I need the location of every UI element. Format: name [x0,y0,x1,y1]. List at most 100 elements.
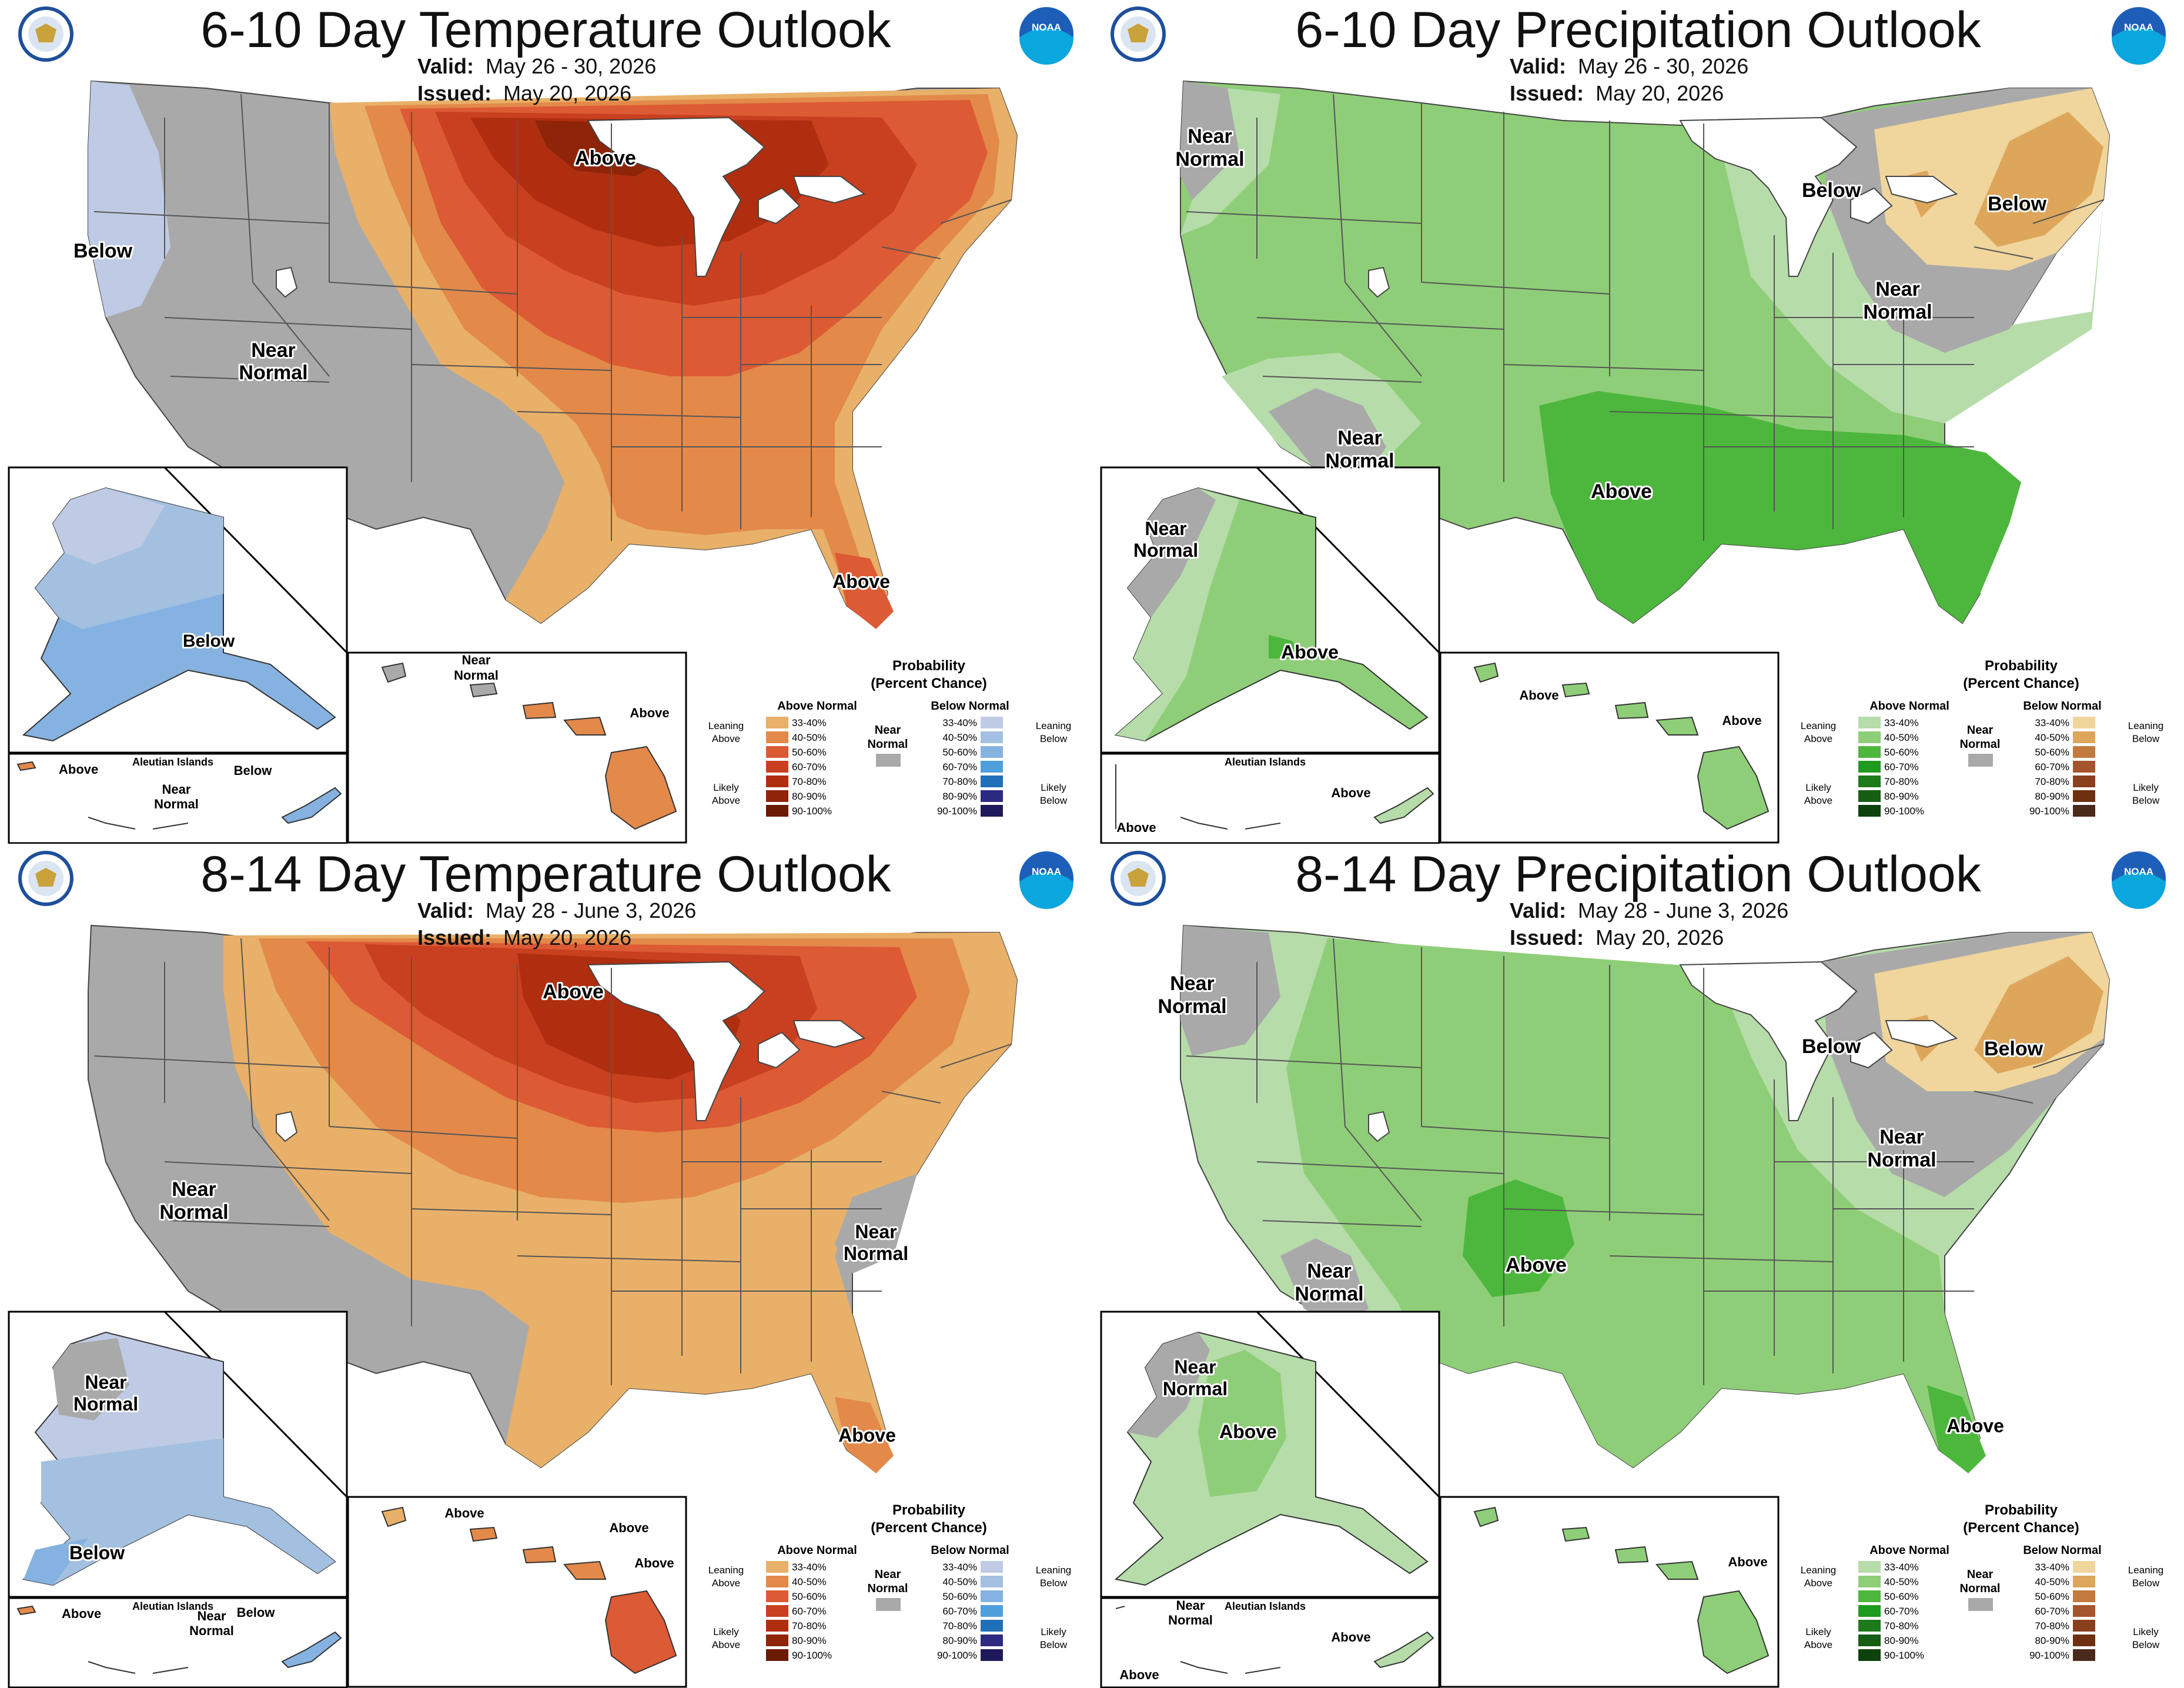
label-hi-above-2: Above [609,1520,648,1535]
label-near-normal-2: Normal [239,362,307,384]
legend-swatch-above [766,1634,788,1646]
legend-swatch-below [981,731,1003,743]
label-ak-near-1: Near [1174,1356,1216,1378]
legend-range-below: 70-80% [2035,1620,2069,1632]
great-lakes [587,961,866,1121]
svg-text:Below: Below [2132,1639,2160,1650]
legend-range-above: 40-50% [1884,1576,1919,1587]
svg-text:Below Normal: Below Normal [931,1544,1009,1557]
label-near-nw-2: Normal [1175,148,1244,171]
svg-text:Near: Near [875,1568,901,1581]
legend-swatch-below [981,1620,1003,1632]
near-normal-nw [1180,925,1280,1056]
legend-swatch-below [2073,1576,2095,1587]
label-ak-near-1: Near [85,1372,126,1393]
state-borders [1186,93,2104,541]
label-below: Below [73,240,133,262]
svg-text:Likely: Likely [1805,782,1831,793]
map-610-temperature: Below Near Normal Above Above Below Aleu… [8,6,1073,844]
legend-range-above: 40-50% [792,732,827,743]
aleutian-inset [8,753,348,844]
legend-range-above: 80-90% [792,1635,827,1646]
label-aleut-near-2: Normal [189,1623,234,1638]
svg-text:Leaning: Leaning [1036,1565,1072,1576]
legend-range-above: 90-100% [792,805,832,817]
legend-swatch-below [981,1561,1003,1573]
leaning-wet-nw [1180,88,1280,235]
valid-line: Valid: May 26 - 30, 2026 [417,54,657,78]
label-below-mi: Below [1802,1035,1861,1058]
legend-range-below: 90-100% [2029,805,2069,817]
legend-range-below: 70-80% [2035,776,2069,787]
label-aleutian-title: Aleutian Islands [132,756,213,768]
great-lakes [587,116,866,277]
legend-range-below: 60-70% [942,761,977,773]
svg-text:Likely: Likely [2133,1626,2159,1637]
label-ak-near-1: Near [1145,518,1186,539]
legend-range-above: 50-60% [792,747,827,758]
legend-swatch-above [766,731,788,743]
svg-text:Above: Above [1804,733,1832,744]
legend-range-below: 33-40% [2035,717,2069,728]
noaa-logo: NOAA [1019,851,1073,909]
legend-range-above: 90-100% [1884,1650,1924,1661]
legend-range-below: 40-50% [942,1576,977,1587]
svg-text:Near: Near [1967,1568,1994,1581]
legend-swatch-below [2073,731,2095,743]
label-ak-below: Below [69,1542,125,1563]
svg-text:NOAA: NOAA [2124,866,2153,877]
legend-swatch-above [1858,1605,1881,1617]
panel-title: 6-10 Day Temperature Outlook [200,2,891,58]
legend-range-above: 33-40% [792,1562,827,1573]
legend-range-below: 80-90% [942,1635,977,1646]
legend-swatch-above [766,1590,788,1602]
legend-swatch-below [2073,1620,2095,1632]
state-borders [1186,938,2104,1385]
legend-swatch-below [2073,776,2095,787]
legend-swatch-below [2073,717,2095,728]
label-near-normal-1: Near [251,339,296,362]
below-40-50 [1904,956,2103,1074]
legend-range-below: 40-50% [2035,1576,2069,1587]
hawaii-inset [347,1496,687,1688]
label-above-fl: Above [832,571,890,592]
florida-above [835,553,894,629]
legend: Probability (Percent Chance) Above Norma… [708,1502,1072,1661]
legend-swatch-above [1858,790,1881,802]
noaa-logo: NOAA [2112,851,2166,909]
great-salt-lake [276,266,298,298]
legend-swatch-above [1858,1561,1881,1573]
legend-swatch-above [766,805,788,817]
legend-swatch-above [766,790,788,802]
label-ak-near-2: Normal [1133,540,1198,561]
legend-range-above: 70-80% [1884,1620,1919,1632]
valid-line: Valid: May 26 - 30, 2026 [1510,54,1749,78]
svg-text:Normal: Normal [1960,1582,2001,1595]
florida-wet-50-60 [1927,1385,1986,1473]
legend-swatch-below [981,1649,1003,1661]
legend-range-above: 80-90% [1884,791,1919,802]
label-hi-normal: Normal [454,668,499,683]
svg-text:Below: Below [1040,1577,1068,1589]
label-above-north: Above [543,981,604,1003]
label-ak-below: Below [183,631,235,651]
doc-seal-logo [1111,6,1166,62]
label-aleut-near: Near [162,782,191,797]
label-ak-near-2: Normal [1163,1378,1228,1399]
near-normal-sw [1269,388,1386,482]
svg-text:Probability: Probability [892,658,966,674]
legend-range-below: 70-80% [942,1620,977,1632]
label-aleut-below: Below [234,763,273,778]
label-near-lakes-2: Normal [1863,301,1932,323]
legend-range-below: 90-100% [937,1650,977,1661]
legend-swatch-below [2073,1649,2095,1661]
doc-seal-logo [18,851,73,906]
label-near-sw-1: Near [1337,427,1382,449]
valid-line: Valid: May 28 - June 3, 2026 [1510,898,1789,922]
label-hi-above-2: Above [1722,713,1761,728]
legend-range-below: 50-60% [2035,1591,2069,1602]
issued-line: Issued: May 20, 2026 [417,81,632,105]
label-above-tx: Above [1506,1254,1567,1276]
svg-text:NOAA: NOAA [1032,866,1061,877]
label-hi-above-1: Above [444,1506,484,1520]
